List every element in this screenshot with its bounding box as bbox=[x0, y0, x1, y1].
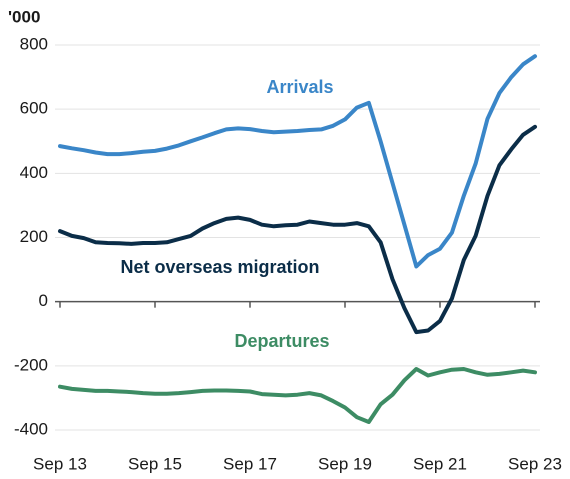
y-tick-label: -200 bbox=[14, 355, 48, 374]
y-tick-label: -400 bbox=[14, 419, 48, 438]
series-label: Net overseas migration bbox=[120, 257, 319, 277]
x-tick-label: Sep 23 bbox=[508, 454, 562, 473]
series-line bbox=[58, 124, 537, 335]
y-axis-unit: '000 bbox=[8, 7, 40, 26]
x-tick-label: Sep 13 bbox=[33, 454, 87, 473]
y-tick-label: 800 bbox=[20, 34, 48, 53]
y-tick-label: 400 bbox=[20, 163, 48, 182]
x-tick-label: Sep 19 bbox=[318, 454, 372, 473]
x-tick-label: Sep 15 bbox=[128, 454, 182, 473]
series-label: Departures bbox=[234, 331, 329, 351]
series-label: Arrivals bbox=[266, 77, 333, 97]
y-tick-label: 200 bbox=[20, 227, 48, 246]
series-line bbox=[58, 54, 537, 269]
y-tick-label: 0 bbox=[39, 291, 48, 310]
y-tick-label: 600 bbox=[20, 99, 48, 118]
series-line bbox=[58, 367, 537, 424]
x-tick-label: Sep 21 bbox=[413, 454, 467, 473]
x-tick-label: Sep 17 bbox=[223, 454, 277, 473]
